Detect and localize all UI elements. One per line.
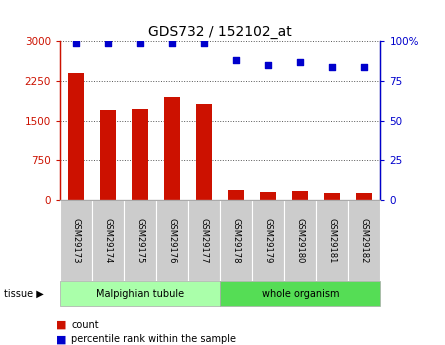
Bar — [228, 189, 244, 200]
Text: GSM29175: GSM29175 — [136, 218, 145, 263]
Bar — [68, 73, 84, 200]
Text: percentile rank within the sample: percentile rank within the sample — [71, 335, 236, 344]
Text: GSM29174: GSM29174 — [104, 218, 113, 263]
Point — [169, 40, 176, 46]
Bar — [292, 191, 308, 200]
Text: ■: ■ — [56, 335, 66, 344]
Bar — [100, 110, 116, 200]
Bar — [164, 97, 180, 200]
Text: tissue ▶: tissue ▶ — [4, 289, 44, 298]
Point — [73, 40, 80, 46]
Text: GSM29182: GSM29182 — [360, 218, 369, 263]
Text: GSM29179: GSM29179 — [264, 218, 273, 263]
Point — [105, 40, 112, 46]
Point — [201, 40, 208, 46]
Text: GSM29180: GSM29180 — [296, 218, 305, 263]
Text: count: count — [71, 320, 99, 330]
Text: GSM29181: GSM29181 — [328, 218, 337, 263]
Point — [137, 40, 144, 46]
Bar — [260, 192, 276, 200]
Bar — [356, 193, 372, 200]
Text: GSM29178: GSM29178 — [232, 218, 241, 263]
Bar — [324, 193, 340, 200]
Point — [233, 58, 240, 63]
Bar — [132, 109, 148, 200]
Point — [329, 64, 336, 70]
Text: GSM29173: GSM29173 — [72, 218, 81, 263]
Text: whole organism: whole organism — [262, 289, 339, 298]
Point — [265, 62, 272, 68]
Title: GDS732 / 152102_at: GDS732 / 152102_at — [148, 25, 292, 39]
Text: GSM29176: GSM29176 — [168, 218, 177, 263]
Text: Malpighian tubule: Malpighian tubule — [96, 289, 184, 298]
Point — [297, 59, 304, 65]
Text: GSM29177: GSM29177 — [200, 218, 209, 263]
Point — [361, 64, 368, 70]
Bar — [196, 104, 212, 200]
Text: ■: ■ — [56, 320, 66, 330]
